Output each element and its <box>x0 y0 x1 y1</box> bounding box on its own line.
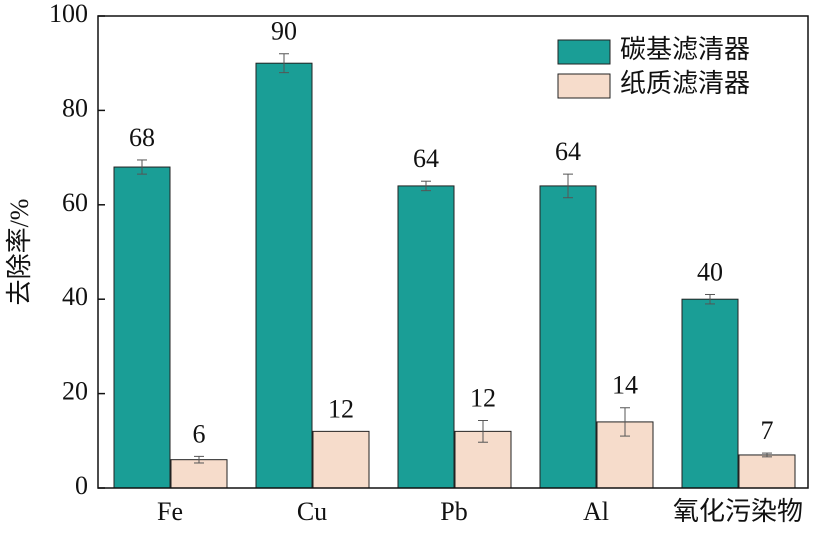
bar <box>397 185 455 489</box>
y-tick-label: 20 <box>62 377 88 406</box>
legend-label: 碳基滤清器 <box>620 35 750 64</box>
x-tick-label: Al <box>583 497 609 526</box>
data-label: 90 <box>271 17 297 46</box>
x-tick-label: Fe <box>157 497 183 526</box>
bar <box>113 166 171 489</box>
bar <box>454 430 512 489</box>
data-label: 64 <box>413 144 439 173</box>
legend-label: 纸质滤清器 <box>620 69 750 98</box>
bar <box>312 430 370 489</box>
data-label: 6 <box>193 419 206 448</box>
y-tick-label: 60 <box>62 188 88 217</box>
y-tick-label: 100 <box>49 0 88 28</box>
bar <box>738 454 796 489</box>
data-label: 7 <box>761 416 774 445</box>
x-tick-label: Pb <box>440 497 467 526</box>
bar <box>255 62 313 489</box>
y-tick-label: 40 <box>62 282 88 311</box>
bar <box>681 298 739 489</box>
bar <box>539 185 597 489</box>
y-axis-label: 去除率/% <box>5 199 34 306</box>
data-label: 40 <box>697 257 723 286</box>
plot-frame <box>97 15 809 489</box>
x-tick-label: 氧化污染物 <box>673 497 803 526</box>
legend-swatch <box>557 73 611 99</box>
data-label: 12 <box>328 394 354 423</box>
data-label: 12 <box>470 383 496 412</box>
data-label: 14 <box>612 371 638 400</box>
legend-swatch <box>557 39 611 65</box>
bar <box>170 459 228 489</box>
y-tick-label: 0 <box>75 471 88 500</box>
y-tick-label: 80 <box>62 93 88 122</box>
data-label: 64 <box>555 137 581 166</box>
x-tick-label: Cu <box>297 497 327 526</box>
data-label: 68 <box>129 123 155 152</box>
